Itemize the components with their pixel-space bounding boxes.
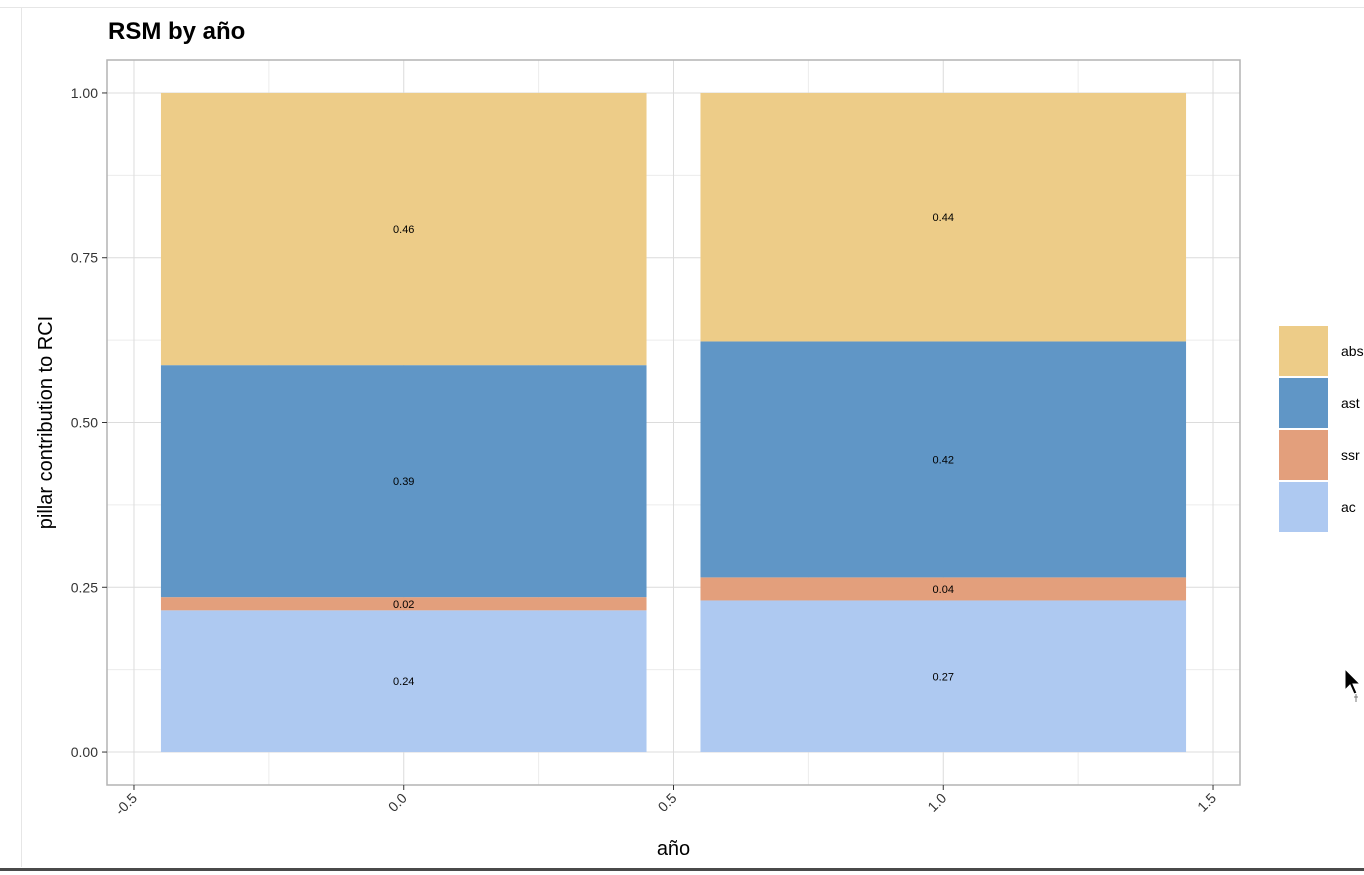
frame-left-border [21, 7, 22, 867]
legend-key-ac [1279, 482, 1328, 532]
frame-bottom-border [0, 868, 1364, 871]
bar-label-ac: 0.24 [393, 676, 414, 688]
bar-label-ast: 0.39 [393, 476, 414, 488]
mouse-cursor-icon [1344, 667, 1364, 707]
legend-key-abs [1279, 326, 1328, 376]
chart-title: RSM by año [108, 18, 246, 45]
bar-segment-ac [160, 610, 647, 753]
bar-segment-abs [700, 92, 1187, 342]
y-tick-label: 1.00 [71, 85, 98, 101]
x-tick-label: 0.0 [385, 790, 410, 815]
bar-segment-abs [160, 92, 647, 366]
legend-label-ac: ac [1341, 499, 1356, 515]
x-axis-title: año [657, 838, 690, 860]
y-axis-title: pillar contribution to RCI [35, 316, 57, 529]
frame-top-border [0, 7, 1364, 8]
bar-segment-ssr [160, 597, 647, 611]
bar-segment-ssr [700, 577, 1187, 601]
legend-label-ast: ast [1341, 395, 1360, 411]
bar-label-ac: 0.27 [933, 671, 954, 683]
bar-label-abs: 0.46 [393, 224, 414, 236]
x-tick-label: -0.5 [112, 790, 141, 819]
legend-label-abs: abs [1341, 343, 1364, 359]
legend-key-ssr [1279, 430, 1328, 480]
bar-label-abs: 0.44 [933, 212, 954, 224]
y-tick-label: 0.25 [71, 579, 98, 595]
bar-label-ssr: 0.04 [933, 584, 954, 596]
x-tick-label: 1.5 [1194, 790, 1219, 815]
legend-key-ast [1279, 378, 1328, 428]
bar-label-ast: 0.42 [933, 454, 954, 466]
bar-segment-ac [700, 600, 1187, 753]
legend-label-ssr: ssr [1341, 447, 1360, 463]
y-tick-label: 0.75 [71, 250, 98, 266]
x-tick-label: 0.5 [655, 790, 680, 815]
x-tick-label: 1.0 [924, 790, 949, 815]
y-tick-label: 0.00 [71, 744, 98, 760]
y-tick-label: 0.50 [71, 415, 98, 431]
bar-segment-ast [700, 341, 1187, 578]
bar-label-ssr: 0.02 [393, 599, 414, 611]
bar-segment-ast [160, 365, 647, 598]
